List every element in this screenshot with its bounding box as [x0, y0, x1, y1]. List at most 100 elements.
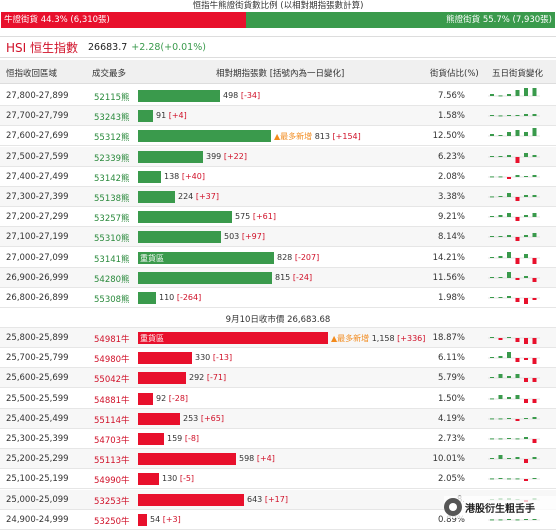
warrant-code-link[interactable]: 53243熊: [94, 113, 130, 124]
warrant-code-link[interactable]: 52115熊: [94, 93, 130, 103]
mini-bar: [515, 257, 520, 264]
five-day-change-chart: [488, 394, 540, 403]
warrant-code-link[interactable]: 55113牛: [94, 456, 130, 467]
warrant-code-link[interactable]: 54280熊: [94, 274, 130, 285]
mini-bar: [490, 196, 494, 198]
range-cell: 25,400-25,499: [6, 413, 69, 424]
quantity-change: [-207]: [294, 252, 320, 262]
table-row[interactable]: 25,400-25,499 55114牛 253 [+65] 4.19%: [0, 408, 556, 429]
quantity-value: 54 [+3]: [150, 515, 181, 524]
warrant-code-link[interactable]: 55308熊: [94, 295, 130, 305]
table-row[interactable]: 27,000-27,099 53141熊 重貨區 828 [-207] 14.21%: [0, 248, 556, 268]
mini-bar: [515, 174, 520, 177]
warrant-code-link[interactable]: 52339熊: [94, 153, 130, 164]
index-change: +2.28(+0.01%): [131, 41, 206, 53]
quantity-bar: [138, 453, 236, 466]
mini-bar: [532, 416, 537, 419]
table-row[interactable]: 27,100-27,199 55310熊 503 [+97] 8.14%: [0, 227, 556, 248]
mini-bar: [532, 378, 537, 383]
table-row[interactable]: 25,100-25,199 54990牛 130 [-5] 2.05%: [0, 469, 556, 490]
table-row[interactable]: 25,300-25,399 54703牛 159 [-8] 2.73%: [0, 429, 556, 449]
quantity-bar: [138, 392, 153, 405]
warrant-code-link[interactable]: 55114牛: [94, 415, 130, 426]
close-price-separator: 9月10日收市價 26,683.68: [0, 312, 556, 328]
table-row[interactable]: 25,500-25,599 54881牛 92 [-28] 1.50%: [0, 389, 556, 409]
mini-bar: [532, 128, 537, 137]
five-day-change-chart: [488, 416, 540, 421]
table-row[interactable]: 25,200-25,299 55113牛 598 [+4] 10.01%: [0, 449, 556, 470]
mini-bar: [515, 519, 520, 521]
table-row[interactable]: 26,800-26,899 55308熊 110 [-264] 1.98%: [0, 288, 556, 308]
warrant-code-link[interactable]: 53141熊: [94, 254, 130, 265]
quantity-bar: [138, 231, 221, 244]
range-cell: 27,200-27,299: [6, 212, 69, 223]
outstanding-pct: 1.50%: [437, 393, 465, 404]
quantity-value: 330 [-13]: [195, 353, 232, 362]
mini-bar: [515, 90, 520, 96]
quantity-value: 815 [-24]: [275, 273, 312, 282]
wechat-channel-icon: [444, 498, 462, 516]
warrant-code-link[interactable]: 53253牛: [94, 496, 130, 507]
index-name[interactable]: HSI 恒生指數: [6, 40, 78, 55]
warrant-code-link[interactable]: 54990牛: [94, 476, 130, 487]
mini-bar: [507, 271, 511, 278]
five-day-change-chart: [488, 233, 540, 242]
outstanding-pct: 7.56%: [437, 91, 465, 101]
table-row[interactable]: 27,800-27,899 52115熊 498 [-34] 7.56%: [0, 86, 556, 106]
range-cell: 25,800-25,899: [6, 333, 69, 343]
quantity-number: 399: [206, 151, 222, 161]
warrant-code-link[interactable]: 54981牛: [94, 335, 130, 345]
mini-bar: [524, 235, 528, 238]
warrant-code-link[interactable]: 53142熊: [94, 173, 130, 184]
warrant-code-link[interactable]: 55312熊: [94, 133, 130, 144]
mini-bar: [532, 478, 537, 480]
warrant-code-link[interactable]: 54703牛: [94, 436, 130, 446]
range-cell: 27,400-27,499: [6, 171, 69, 182]
mini-bar: [490, 297, 494, 298]
range-cell: 25,200-25,299: [6, 454, 69, 465]
five-day-change-chart: [488, 518, 540, 521]
range-cell: 26,800-26,899: [6, 293, 69, 303]
mini-bar: [532, 457, 537, 460]
most-added-label: ▲最多新增: [274, 132, 315, 142]
warrant-code-link[interactable]: 55310熊: [94, 234, 130, 245]
table-row[interactable]: 27,400-27,499 53142熊 138 [+40] 2.08%: [0, 167, 556, 187]
bear-ratio-segment: 熊證街貨 55.7% (7,930張): [246, 12, 555, 28]
mini-bar: [532, 195, 537, 197]
table-row[interactable]: 25,800-25,899 54981牛 重貨區 ▲最多新增 1,158 [+336]…: [0, 328, 556, 348]
quantity-bar: [138, 412, 180, 425]
quantity-change: [+65]: [200, 413, 224, 423]
table-row[interactable]: 25,700-25,799 54980牛 330 [-13] 6.11%: [0, 348, 556, 369]
mini-bar: [498, 236, 503, 238]
mini-bar: [515, 197, 520, 201]
mini-bar: [498, 455, 503, 460]
mini-bar: [524, 88, 528, 96]
table-row[interactable]: 27,500-27,599 52339熊 399 [+22] 6.23%: [0, 146, 556, 167]
table-row[interactable]: 27,200-27,299 53257熊 575 [+61] 9.21%: [0, 207, 556, 228]
mini-bar: [498, 135, 503, 137]
mini-bar: [507, 376, 511, 379]
quantity-number: 503: [224, 232, 240, 242]
warrant-code-link[interactable]: 55138熊: [94, 194, 130, 204]
quantity-number: 1,158: [371, 334, 395, 343]
mini-bar: [524, 378, 528, 383]
table-row[interactable]: 27,700-27,799 53243熊 91 [+4] 1.58%: [0, 106, 556, 127]
col-history: 五日街貨變化: [492, 69, 544, 79]
quantity-value: 110 [-264]: [159, 293, 201, 302]
warrant-code-link[interactable]: 55042牛: [94, 375, 130, 386]
table-row[interactable]: 27,600-27,699 55312熊 ▲最多新增 813 [+154] 12.50…: [0, 126, 556, 147]
table-row[interactable]: 27,300-27,399 55138熊 224 [+37] 3.38%: [0, 187, 556, 207]
outstanding-pct: 10.01%: [432, 454, 465, 465]
mini-bar: [532, 154, 537, 157]
warrant-code-link[interactable]: 54881牛: [94, 395, 130, 406]
warrant-code-link[interactable]: 54980牛: [94, 355, 130, 366]
table-row[interactable]: 25,600-25,699 55042牛 292 [-71] 5.79%: [0, 368, 556, 389]
table-row[interactable]: 26,900-26,999 54280熊 815 [-24] 11.56%: [0, 267, 556, 288]
quantity-bar: [138, 90, 220, 102]
mini-bar: [524, 518, 528, 520]
five-day-change-chart: [488, 271, 540, 282]
warrant-code-link[interactable]: 53257熊: [94, 214, 130, 225]
mini-bar: [524, 253, 528, 258]
warrant-code-link[interactable]: 53250牛: [94, 516, 130, 527]
table-row[interactable]: 24,900-24,999 53250牛 54 [+3] 0.89%: [0, 510, 556, 530]
